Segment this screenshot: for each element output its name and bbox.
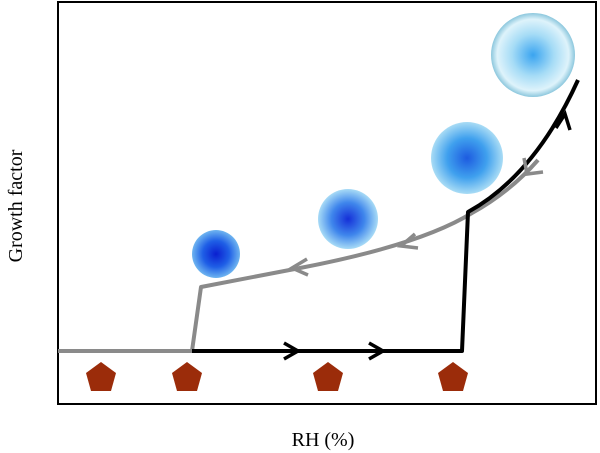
- arrow-right-icon: [368, 341, 387, 361]
- efflorescence-curve: [58, 158, 540, 353]
- arrow-left-icon: [288, 257, 309, 277]
- dry-particle-icon: [438, 362, 468, 391]
- dry-particle-icon: [313, 362, 343, 391]
- humidification-curve: [192, 79, 580, 353]
- y-axis-label: Growth factor: [5, 149, 27, 262]
- plot-frame: [57, 1, 597, 405]
- x-axis-label: RH (%): [292, 429, 355, 451]
- arrow-down-left-icon: [522, 157, 544, 176]
- dry-particle-icon: [172, 362, 202, 391]
- dry-particle-icon: [86, 362, 116, 391]
- droplet-medium: [318, 189, 378, 249]
- droplet-small: [192, 230, 240, 278]
- arrow-up-icon: [554, 109, 572, 131]
- arrow-right-icon: [283, 341, 302, 361]
- droplet-large: [431, 122, 503, 194]
- arrow-left-icon: [396, 232, 419, 250]
- droplet-largest: [491, 13, 575, 97]
